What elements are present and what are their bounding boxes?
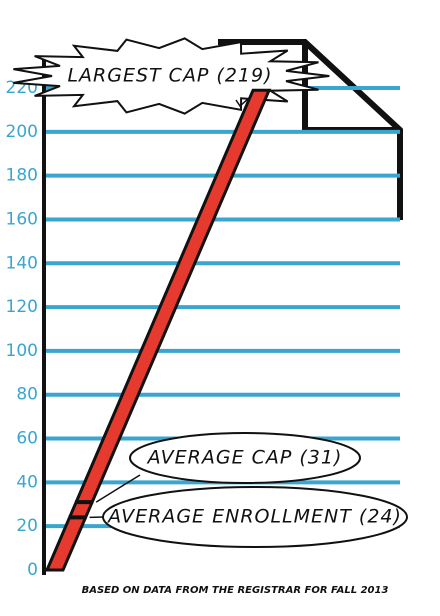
y-tick-label: 180 <box>6 166 38 186</box>
note: BASED ON DATA FROM THE REGISTRAR FOR FAL… <box>82 585 389 596</box>
annotation: AVERAGE CAP (31) <box>146 447 343 469</box>
callout <box>102 486 408 548</box>
callout <box>129 432 361 484</box>
marks <box>44 88 272 572</box>
annotation: LARGEST CAP (219) <box>67 65 272 87</box>
y-tick-label: 20 <box>16 516 38 536</box>
y-tick-label: 0 <box>27 560 38 580</box>
y-tick-label: 80 <box>16 385 38 405</box>
y-tick-label: 200 <box>6 122 38 142</box>
y-tick-label: 40 <box>16 472 38 492</box>
y-tick-label: 100 <box>6 341 38 361</box>
annotation: AVERAGE ENROLLMENT (24) <box>106 506 402 528</box>
pointer <box>95 474 141 503</box>
y-tick-label: 60 <box>16 429 38 449</box>
y-tick-label: 120 <box>6 297 38 317</box>
y-tick-label: 140 <box>6 253 38 273</box>
bar <box>44 88 272 572</box>
y-tick-label: 160 <box>6 209 38 229</box>
pointer <box>235 95 252 108</box>
